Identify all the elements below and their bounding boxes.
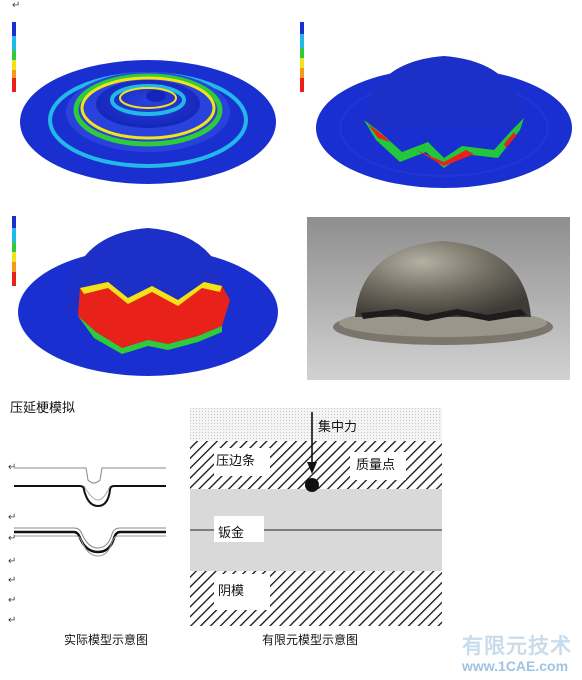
section-title: 压延梗模拟 — [10, 401, 76, 416]
mass-point-label-box — [350, 452, 406, 480]
blank-holder-label: 压边条 — [216, 454, 256, 469]
watermark-line-2: www.1CAE.com — [462, 658, 569, 674]
die-label: 阴模 — [218, 584, 245, 599]
fem-contour-plot-3 — [8, 208, 280, 384]
sheet-label: 钣金 — [218, 526, 245, 541]
paragraph-mark: ↵ — [8, 615, 17, 626]
fem-contour-plot-2 — [298, 12, 578, 194]
sheet-label-box — [214, 516, 264, 542]
actual-model-caption: 实际模型示意图 — [64, 633, 149, 647]
paragraph-mark: ↵ — [8, 462, 17, 473]
color-legend — [300, 22, 304, 92]
actual-model-svg — [14, 467, 166, 557]
fem-contour-svg-2 — [300, 22, 572, 188]
fem-contour-svg-3 — [12, 216, 278, 376]
color-legend — [12, 216, 16, 286]
watermark: 有限元技术 www.1CAE.com — [462, 630, 580, 678]
mass-point-label: 质量点 — [356, 458, 396, 473]
fem-contour-svg-1 — [12, 22, 276, 184]
paragraph-mark: ↵ — [8, 595, 17, 606]
fem-model-schematic — [190, 408, 442, 626]
paragraph-mark: ↵ — [8, 556, 17, 567]
paragraph-mark: ↵ — [8, 575, 17, 586]
physical-part-photo — [307, 217, 570, 380]
paragraph-mark: ↵ — [12, 0, 21, 11]
photo-svg — [307, 217, 570, 380]
fem-model-svg — [190, 408, 442, 626]
down-arrow-icon — [307, 412, 317, 474]
blank-holder-label-box — [214, 448, 270, 476]
watermark-line-1: 有限元技术 — [462, 634, 572, 658]
paragraph-mark: ↵ — [8, 512, 17, 523]
paragraph-mark: ↵ — [8, 533, 17, 544]
fem-model-caption: 有限元模型示意图 — [262, 633, 359, 647]
fem-contour-plot-1 — [8, 12, 280, 192]
force-label: 集中力 — [318, 420, 358, 435]
die-label-box — [214, 574, 270, 610]
color-legend — [12, 22, 16, 92]
filled-circle-icon — [305, 478, 319, 492]
actual-model-schematic — [4, 450, 180, 620]
